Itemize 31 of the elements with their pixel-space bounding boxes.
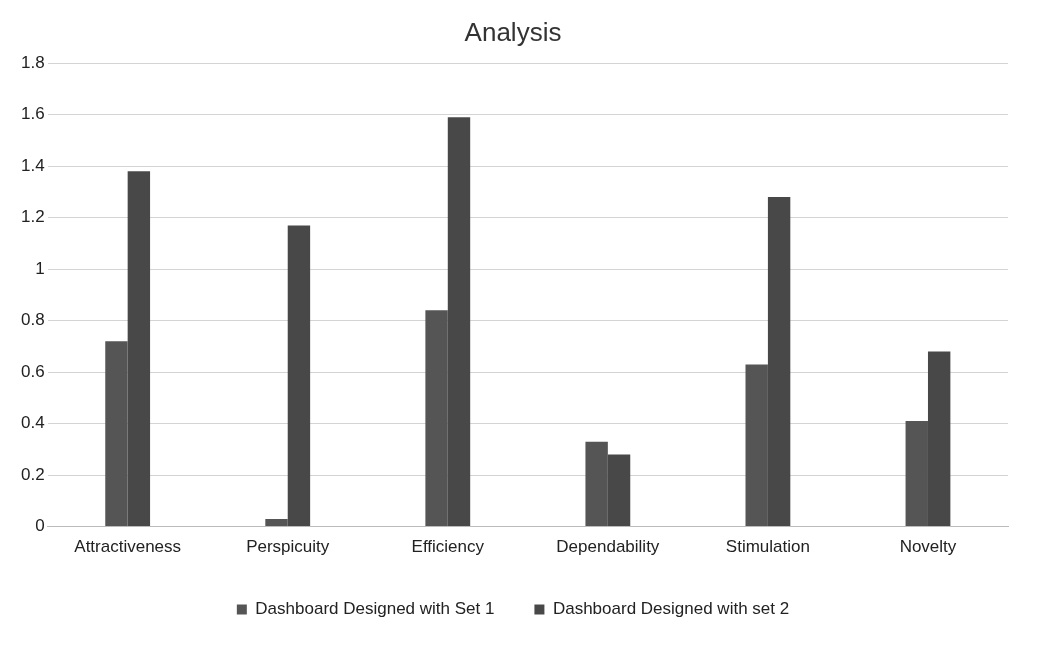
bar [767, 197, 791, 527]
bar [127, 171, 151, 527]
legend-label: Dashboard Designed with set 2 [552, 599, 790, 619]
y-tick-label: 0.2 [20, 464, 45, 484]
bar [447, 117, 471, 527]
bar [745, 364, 768, 527]
legend-label: Dashboard Designed with Set 1 [255, 599, 495, 619]
bar [905, 421, 928, 527]
y-tick-label: 0.4 [20, 413, 45, 433]
y-tick-label: 0.6 [20, 361, 45, 381]
bar [425, 310, 448, 527]
x-tick-label: Perspicuity [246, 537, 330, 557]
y-tick-label: 1.2 [20, 207, 45, 227]
bar [105, 341, 128, 527]
bar [585, 441, 608, 527]
y-tick-label: 1.4 [20, 155, 45, 175]
bar [287, 225, 311, 527]
y-tick-label: 0 [35, 516, 45, 536]
x-tick-label: Stimulation [725, 537, 810, 557]
y-tick-label: 1.6 [20, 104, 45, 124]
x-tick-label: Novelty [899, 537, 957, 557]
x-tick-label: Dependability [556, 537, 660, 557]
x-tick-label: Attractiveness [74, 537, 182, 557]
chart-title: Analysis [464, 16, 562, 47]
y-tick-label: 1 [35, 258, 45, 278]
bar [607, 454, 631, 527]
y-tick-label: 0.8 [20, 310, 45, 330]
y-tick-label: 1.8 [20, 52, 45, 72]
x-tick-label: Efficiency [411, 537, 485, 557]
bar [927, 351, 951, 527]
bar [265, 518, 288, 527]
